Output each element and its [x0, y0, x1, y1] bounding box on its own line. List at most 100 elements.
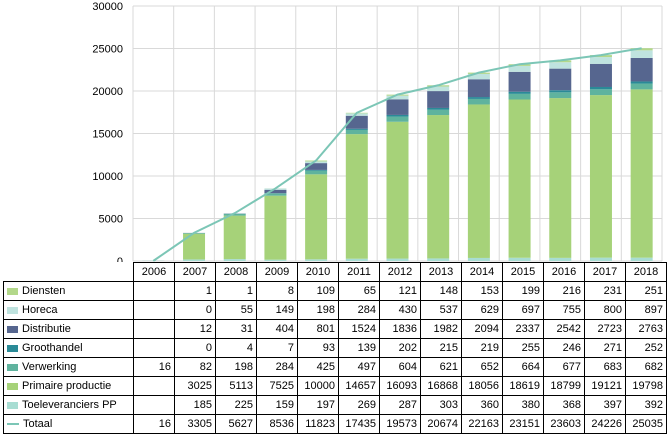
- data-label: 18619: [502, 376, 544, 396]
- total-series-line: [152, 47, 642, 262]
- data-label: 109: [297, 281, 339, 301]
- data-label: 3025: [174, 376, 216, 396]
- data-label: 2337: [502, 319, 544, 339]
- bar-segment: [467, 257, 490, 261]
- bar-segment: [427, 107, 450, 110]
- bar-segment: [183, 233, 206, 260]
- data-label: 697: [502, 300, 544, 320]
- data-label: 25035: [625, 414, 667, 434]
- data-label: 380: [502, 395, 544, 415]
- bar-segment: [630, 89, 653, 258]
- data-label: 121: [379, 281, 421, 301]
- data-label: 5113: [215, 376, 257, 396]
- data-label: 897: [625, 300, 667, 320]
- x-tick-label: 2011: [338, 262, 380, 282]
- data-label: 0: [174, 338, 216, 358]
- data-label: 404: [256, 319, 298, 339]
- legend-swatch: [7, 306, 18, 314]
- bar-segment: [386, 99, 409, 115]
- data-label: 16868: [420, 376, 462, 396]
- series-name: Toeleveranciers PP: [22, 399, 117, 411]
- x-tick-label: 2007: [174, 262, 216, 282]
- bar-segment: [386, 121, 409, 259]
- bar-segment: [264, 195, 287, 260]
- series-legend-cell: Primaire productie: [3, 376, 134, 396]
- y-tick-label: 0: [117, 256, 123, 262]
- series-name: Verwerking: [22, 361, 77, 373]
- data-label: 1982: [420, 319, 462, 339]
- data-label: 683: [584, 357, 626, 377]
- bar-segment: [345, 258, 368, 261]
- data-label: 16: [133, 414, 175, 434]
- bar-segment: [508, 93, 531, 100]
- bar-segment: [223, 259, 246, 261]
- data-label: 12: [174, 319, 216, 339]
- data-label: 537: [420, 300, 462, 320]
- data-label: 251: [625, 281, 667, 301]
- bar-segment: [386, 258, 409, 261]
- data-label: 360: [461, 395, 503, 415]
- series-name: Horeca: [22, 304, 58, 316]
- bar-segment: [427, 109, 450, 116]
- data-label: 149: [256, 300, 298, 320]
- data-label: 17435: [338, 414, 380, 434]
- bar-segment: [223, 213, 246, 216]
- bar-segment: [549, 98, 572, 258]
- bar-segment: [549, 90, 572, 93]
- data-label: 271: [584, 338, 626, 358]
- bar-segment: [386, 114, 409, 117]
- x-tick-label: 2008: [215, 262, 257, 282]
- x-tick-label: 2015: [502, 262, 544, 282]
- bar-segment: [264, 259, 287, 261]
- x-tick-label: 2014: [461, 262, 503, 282]
- table-row: Toeleveranciers PP 185 225 159 197 269 287 303 3…: [3, 395, 667, 415]
- y-tick-label: 15000: [92, 129, 123, 141]
- data-label: 219: [461, 338, 503, 358]
- data-label: [133, 395, 175, 415]
- bar-segment: [589, 86, 612, 90]
- bar-segment: [345, 128, 368, 130]
- legend-swatch: [7, 287, 18, 295]
- data-label: 198: [215, 357, 257, 377]
- data-table: 2006 2007 2008 2009 2010 2011 2012 2013 2014 2015…: [3, 262, 667, 434]
- data-label: 2542: [543, 319, 585, 339]
- bar-segment: [630, 81, 653, 84]
- x-tick-label: 2016: [543, 262, 585, 282]
- data-label: 677: [543, 357, 585, 377]
- data-label: 800: [584, 300, 626, 320]
- bar-segment: [630, 48, 653, 51]
- data-label: [133, 376, 175, 396]
- bar-segment: [508, 257, 531, 261]
- data-label: 8: [256, 281, 298, 301]
- bar-segment: [223, 215, 246, 260]
- series-legend-cell: Distributie: [3, 319, 134, 339]
- gridlines: [132, 5, 663, 262]
- data-label: 197: [297, 395, 339, 415]
- series-legend-cell: Horeca: [3, 300, 134, 320]
- bar-segment: [467, 104, 490, 258]
- bar-segment: [589, 57, 612, 64]
- series-legend-cell: Toeleveranciers PP: [3, 395, 134, 415]
- table-row: Horeca 0 55 149 198 284 430 537 629 697 755 800 897: [3, 300, 667, 320]
- data-label: 16093: [379, 376, 421, 396]
- bar-segment: [427, 258, 450, 261]
- stacked-bar-chart: 0 5000 10000 15000 20000 25000 30000: [92, 1, 663, 262]
- data-label: 14657: [338, 376, 380, 396]
- bar-segment: [345, 134, 368, 259]
- legend-swatch: [7, 325, 18, 333]
- bar-segment: [549, 257, 572, 261]
- table-row: Groothandel 0 4 7 93 139 202 215 219 255 246 271 252: [3, 338, 667, 358]
- data-label: 4: [215, 338, 257, 358]
- bar-segment: [589, 63, 612, 87]
- legend-swatch: [7, 423, 19, 426]
- data-label: 11823: [297, 414, 339, 434]
- bar-segment: [549, 68, 572, 91]
- data-label: 31: [215, 319, 257, 339]
- data-label: 2723: [584, 319, 626, 339]
- bar-segment: [630, 57, 653, 82]
- data-label: 19798: [625, 376, 667, 396]
- data-label: 10000: [297, 376, 339, 396]
- bar-segment: [589, 89, 612, 96]
- data-label: 159: [256, 395, 298, 415]
- bar-segment: [305, 259, 328, 261]
